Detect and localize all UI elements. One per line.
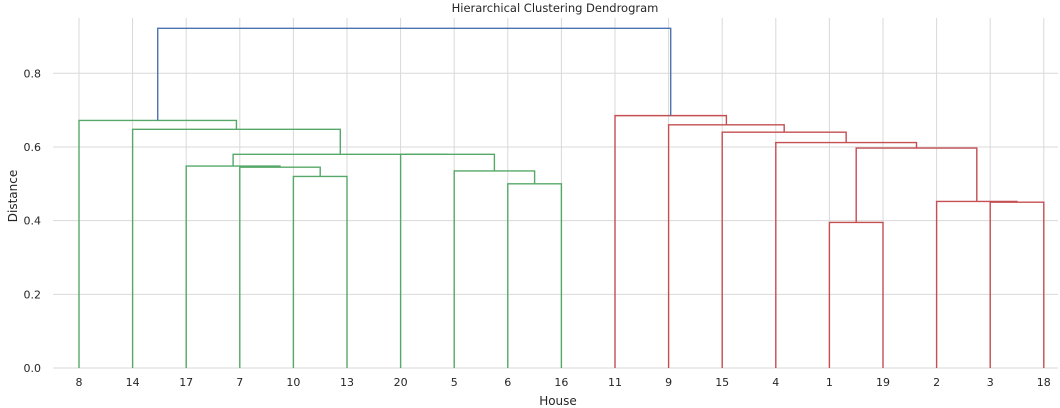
dendrogram-link [239,166,321,368]
x-tick-label: 1 [826,376,833,389]
x-axis-label: House [539,394,577,408]
dendrogram-link [185,165,281,368]
x-tick-label: 10 [286,376,300,389]
dendrogram-link [775,141,918,368]
x-tick-label: 11 [608,376,622,389]
x-tick-label: 7 [236,376,243,389]
x-tick-label: 16 [554,376,568,389]
dendrogram-link [399,153,496,368]
x-tick-label: 9 [665,376,672,389]
dendrogram-link [935,200,1018,368]
dendrogram-link [78,119,238,368]
dendrogram-link [232,153,448,167]
x-tick-label: 5 [451,376,458,389]
y-tick-label: 0.6 [24,141,42,154]
x-tick-label: 2 [933,376,940,389]
dendrogram-links [78,27,1045,368]
dendrogram-link [721,131,847,368]
y-tick-label: 0.2 [24,288,42,301]
y-tick-label: 0.4 [24,215,42,228]
x-tick-label: 18 [1037,376,1051,389]
y-axis-label: Distance [6,170,20,222]
x-tick-label: 3 [987,376,994,389]
x-tick-label: 14 [126,376,140,389]
chart-title: Hierarchical Clustering Dendrogram [452,1,659,15]
dendrogram-link [131,128,341,368]
x-tick-label: 20 [394,376,408,389]
dendrogram-link [828,221,884,368]
x-axis-ticks: 8 14 17 7 10 13 20 5 6 16 11 9 15 4 1 19 2 3 18 [76,376,1051,389]
dendrogram-link [614,114,728,368]
x-tick-label: 4 [772,376,779,389]
dendrogram-link [989,201,1045,368]
x-tick-label: 15 [715,376,729,389]
dendrogram-link [667,124,785,368]
y-axis-ticks: 0.0 0.2 0.4 0.6 0.8 [24,67,42,375]
dendrogram-link [157,27,672,121]
y-tick-label: 0.0 [24,362,42,375]
x-tick-label: 19 [876,376,890,389]
dendrogram-link [292,175,348,368]
x-tick-label: 8 [76,376,83,389]
dendrogram-link [855,147,978,223]
dendrogram-link [507,183,563,368]
x-tick-label: 6 [504,376,511,389]
x-tick-label: 17 [179,376,193,389]
x-tick-label: 13 [340,376,354,389]
dendrogram-link [453,170,536,368]
y-tick-label: 0.8 [24,67,42,80]
grid [53,18,1058,369]
